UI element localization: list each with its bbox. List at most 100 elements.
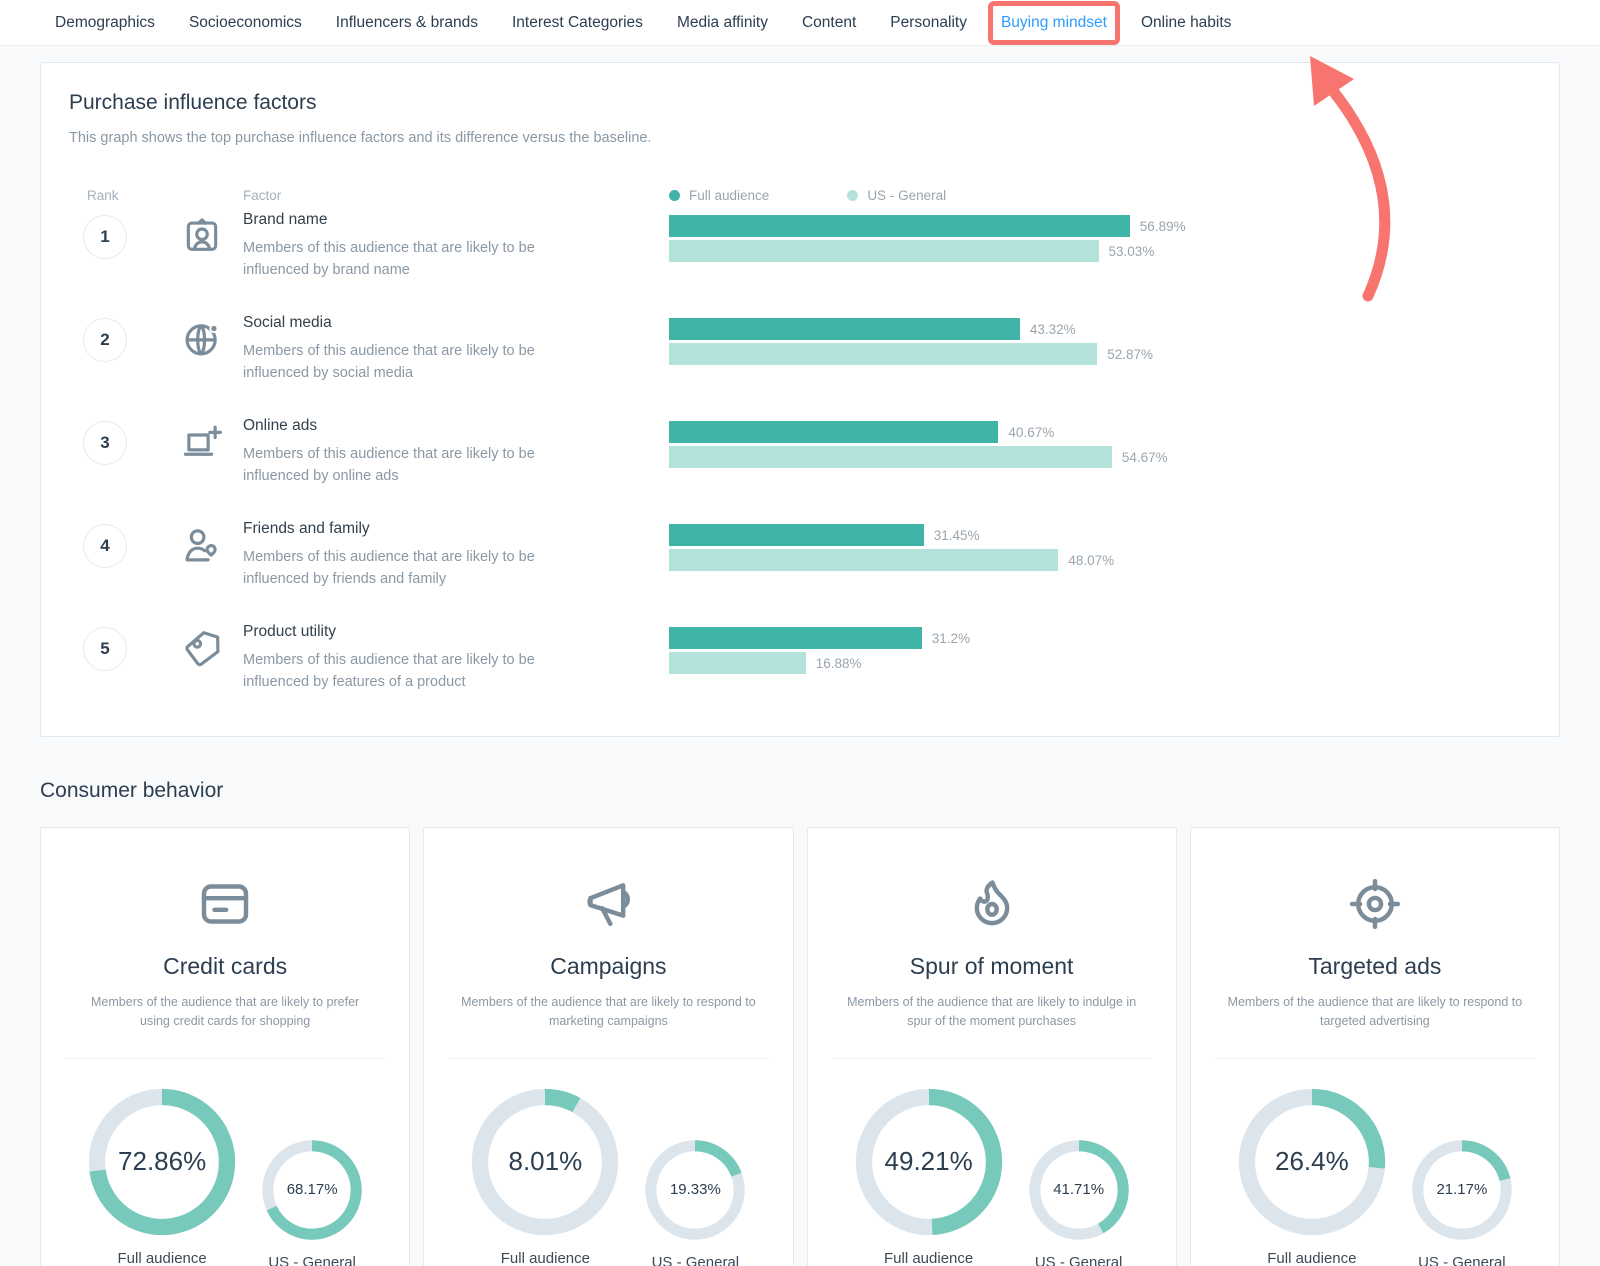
laptop-plus-icon: [181, 421, 223, 463]
factor-name: Product utility: [243, 623, 337, 640]
nav-tab-online-habits[interactable]: Online habits: [1140, 13, 1232, 31]
megaphone-icon: [580, 876, 636, 932]
price-tag-icon: [181, 627, 223, 669]
us-general-donut-chart: 68.17%: [261, 1139, 363, 1241]
full-audience-donut-label: Full audience: [1267, 1249, 1357, 1266]
annotation-highlight-box: [987, 1, 1120, 45]
full-audience-bar: [669, 318, 1020, 340]
rank-badge: 3: [83, 421, 127, 465]
full-audience-donut-label: Full audience: [500, 1249, 590, 1266]
full-audience-bar: [669, 215, 1130, 237]
nav-tab-demographics[interactable]: Demographics: [55, 13, 155, 31]
rank-badge: 2: [83, 318, 127, 362]
card-title: Spur of moment: [909, 953, 1074, 979]
us-general-donut-chart: 19.33%: [644, 1139, 746, 1241]
full-audience-donut-label: Full audience: [884, 1249, 974, 1266]
us-general-bar: [669, 446, 1112, 468]
factor-name: Friends and family: [243, 520, 370, 537]
full-audience-value: 40.67%: [1008, 424, 1055, 440]
us-general-value: 53.03%: [1108, 243, 1155, 259]
full-audience-donut-chart: 8.01%: [470, 1087, 620, 1237]
us-general-donut-chart: 21.17%: [1411, 1139, 1513, 1241]
nav-tab-interest-categories[interactable]: Interest Categories: [511, 13, 643, 31]
us-general-value: 52.87%: [1107, 346, 1154, 362]
us-general-donut-value: 19.33%: [669, 1181, 721, 1199]
us-general-value: 48.07%: [1068, 552, 1115, 568]
flame-icon: [964, 876, 1020, 932]
rank-badge: 4: [83, 524, 127, 568]
nav-tab-media-affinity[interactable]: Media affinity: [676, 13, 768, 31]
full-audience-bar: [669, 627, 922, 649]
us-general-donut-label: US - General: [268, 1253, 356, 1266]
card-description: Members of the audience that are likely …: [461, 995, 756, 1029]
rank-column-header: Rank: [87, 188, 119, 203]
nav-tab-personality[interactable]: Personality: [890, 13, 967, 31]
nav-tab-influencers-brands[interactable]: Influencers & brands: [335, 13, 478, 31]
factor-rows: 1 Brand name Members of this audience th…: [69, 203, 1531, 718]
us-general-bar: [669, 652, 806, 674]
person-heart-icon: [181, 524, 223, 566]
us-general-donut-label: US - General: [651, 1253, 740, 1266]
card-description: Members of the audience that are likely …: [91, 995, 360, 1029]
rank-badge: 1: [83, 215, 127, 259]
card-title: Targeted ads: [1308, 953, 1442, 979]
card-title: Campaigns: [550, 953, 667, 979]
us-general-value: 16.88%: [815, 655, 862, 671]
us-general-bar: [669, 240, 1099, 262]
us-general-donut-label: US - General: [1034, 1253, 1123, 1266]
nav-tab-content[interactable]: Content: [801, 13, 857, 31]
factor-name: Brand name: [243, 211, 328, 228]
factor-description: Members of this audience that are likely…: [243, 446, 535, 484]
factor-description: Members of this audience that are likely…: [243, 549, 535, 587]
factor-description: Members of this audience that are likely…: [243, 652, 535, 690]
factor-description: Members of this audience that are likely…: [243, 343, 535, 381]
factor-row: 4 Friends and family Members of this aud…: [69, 512, 1531, 615]
globe-icon: [181, 318, 223, 360]
factor-name: Social media: [243, 314, 332, 331]
us-general-donut-value: 41.71%: [1053, 1181, 1105, 1199]
factor-row: 2 Social media Members of this audience …: [69, 306, 1531, 409]
us-general-donut-value: 21.17%: [1436, 1181, 1488, 1199]
us-general-value: 54.67%: [1121, 449, 1168, 465]
factor-description: Members of this audience that are likely…: [243, 240, 535, 278]
factor-bars: 31.2% 16.88%: [669, 627, 1531, 718]
divider: [448, 1057, 769, 1059]
full-audience-donut-value: 72.86%: [118, 1146, 207, 1177]
factor-row: 3 Online ads Members of this audience th…: [69, 409, 1531, 512]
card-spur-of-moment: Spur of moment Members of the audience t…: [806, 827, 1177, 1266]
consumer-behavior-cards: Credit cards Members of the audience tha…: [40, 827, 1560, 1266]
nav-tab-buying-mindset[interactable]: Buying mindset: [987, 0, 1120, 45]
legend-us-general: US - General: [847, 188, 946, 203]
full-audience-value: 31.2%: [931, 630, 970, 646]
factor-bars: 56.89% 53.03%: [669, 215, 1531, 306]
us-general-bar: [669, 549, 1059, 571]
purchase-influence-description: This graph shows the top purchase influe…: [69, 130, 652, 146]
factor-bars: 40.67% 54.67%: [669, 421, 1531, 512]
card-description: Members of the audience that are likely …: [847, 995, 1137, 1029]
card-targeted-ads: Targeted ads Members of the audience tha…: [1189, 827, 1560, 1266]
divider: [831, 1057, 1152, 1059]
full-audience-donut-chart: 26.4%: [1237, 1087, 1387, 1237]
credit-card-icon: [197, 876, 253, 932]
divider: [1214, 1057, 1535, 1059]
full-audience-value: 31.45%: [933, 527, 980, 543]
factor-column-header: Factor: [243, 188, 282, 203]
card-credit-cards: Credit cards Members of the audience tha…: [40, 827, 411, 1266]
brand-badge-icon: [181, 215, 223, 257]
full-audience-donut-value: 26.4%: [1275, 1146, 1349, 1177]
target-icon: [1347, 876, 1403, 932]
full-audience-donut-chart: 49.21%: [854, 1087, 1004, 1237]
full-audience-dot-icon: [669, 190, 680, 201]
full-audience-donut-chart: 72.86%: [87, 1087, 237, 1237]
chart-legend: Full audience US - General: [669, 188, 1531, 203]
factor-bars: 43.32% 52.87%: [669, 318, 1531, 409]
us-general-dot-icon: [847, 190, 859, 201]
divider: [65, 1057, 386, 1059]
purchase-influence-header: Rank Factor Full audience US - General: [69, 188, 1531, 203]
card-campaigns: Campaigns Members of the audience that a…: [423, 827, 794, 1266]
legend-full-audience: Full audience: [669, 188, 769, 203]
us-general-bar: [669, 343, 1098, 365]
nav-tab-socioeconomics[interactable]: Socioeconomics: [188, 13, 302, 31]
full-audience-donut-label: Full audience: [117, 1249, 207, 1266]
section-tabs-nav: Demographics Socioeconomics Influencers …: [0, 0, 1600, 46]
